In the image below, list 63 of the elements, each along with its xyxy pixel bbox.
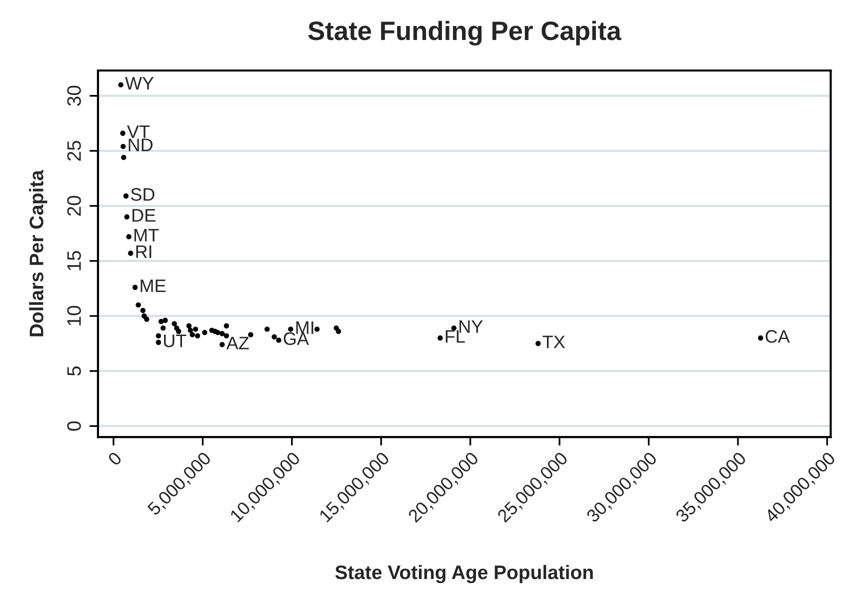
y-tick-label: 0 [67,421,81,431]
annotation: RI [136,245,152,258]
point [172,321,177,326]
point [192,326,198,332]
point [758,335,764,341]
point [190,332,195,338]
point [536,340,541,346]
annotation: MI [296,321,314,334]
point [186,323,192,328]
point [124,214,130,220]
point [128,250,134,256]
annotation: ND [128,138,153,152]
point [126,234,132,240]
point [276,338,282,343]
chart-title: State Funding Per Capita [308,20,622,46]
point [438,335,443,341]
point [121,154,126,160]
point [156,340,162,345]
y-tick-label: 25 [67,140,81,161]
point [272,334,277,340]
y-tick-label: 20 [67,196,81,216]
annotation: CA [766,330,790,343]
point [160,325,166,331]
annotation: SD [130,188,154,201]
point [123,193,129,199]
point [120,144,126,150]
point [224,323,230,328]
annotation: TX [542,336,565,348]
point [188,328,193,333]
point [132,284,138,290]
annotation: MT [134,228,159,242]
y-tick-label: 15 [67,250,81,270]
y-tick-label: 10 [67,306,81,326]
y-tick-label: 30 [67,86,81,106]
annotation: GA [284,332,309,346]
point [176,328,182,334]
y-tick-label: 5 [67,366,81,376]
annotation: DE [132,209,156,222]
point [215,330,220,336]
x-tick-label: 0 [107,451,122,466]
point [162,318,168,323]
point [120,130,126,136]
annotation: WY [125,77,154,90]
point [144,316,150,322]
point [264,326,270,332]
annotation: AZ [226,336,249,350]
point [140,308,146,314]
point [136,302,141,308]
point [336,328,342,334]
annotation: VT [127,125,150,138]
point [220,330,225,336]
point [288,326,294,332]
y-axis-title: Dollars Per Capita [29,170,48,336]
point [156,333,162,338]
point [118,82,124,88]
point [314,326,320,332]
point [248,332,254,338]
x-axis-title: State Voting Age Population [335,564,593,584]
point [202,330,208,336]
point [194,333,200,338]
annotation: UT [164,334,186,348]
point [220,342,225,348]
annotation: ME [140,280,166,292]
